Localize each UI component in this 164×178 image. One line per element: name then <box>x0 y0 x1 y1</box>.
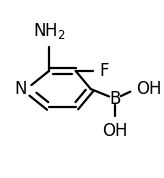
Text: N: N <box>14 80 26 98</box>
Text: B: B <box>109 90 121 108</box>
Text: OH: OH <box>102 122 128 140</box>
Text: OH: OH <box>136 80 162 98</box>
Text: F: F <box>100 62 109 80</box>
Text: NH$_2$: NH$_2$ <box>33 21 65 41</box>
